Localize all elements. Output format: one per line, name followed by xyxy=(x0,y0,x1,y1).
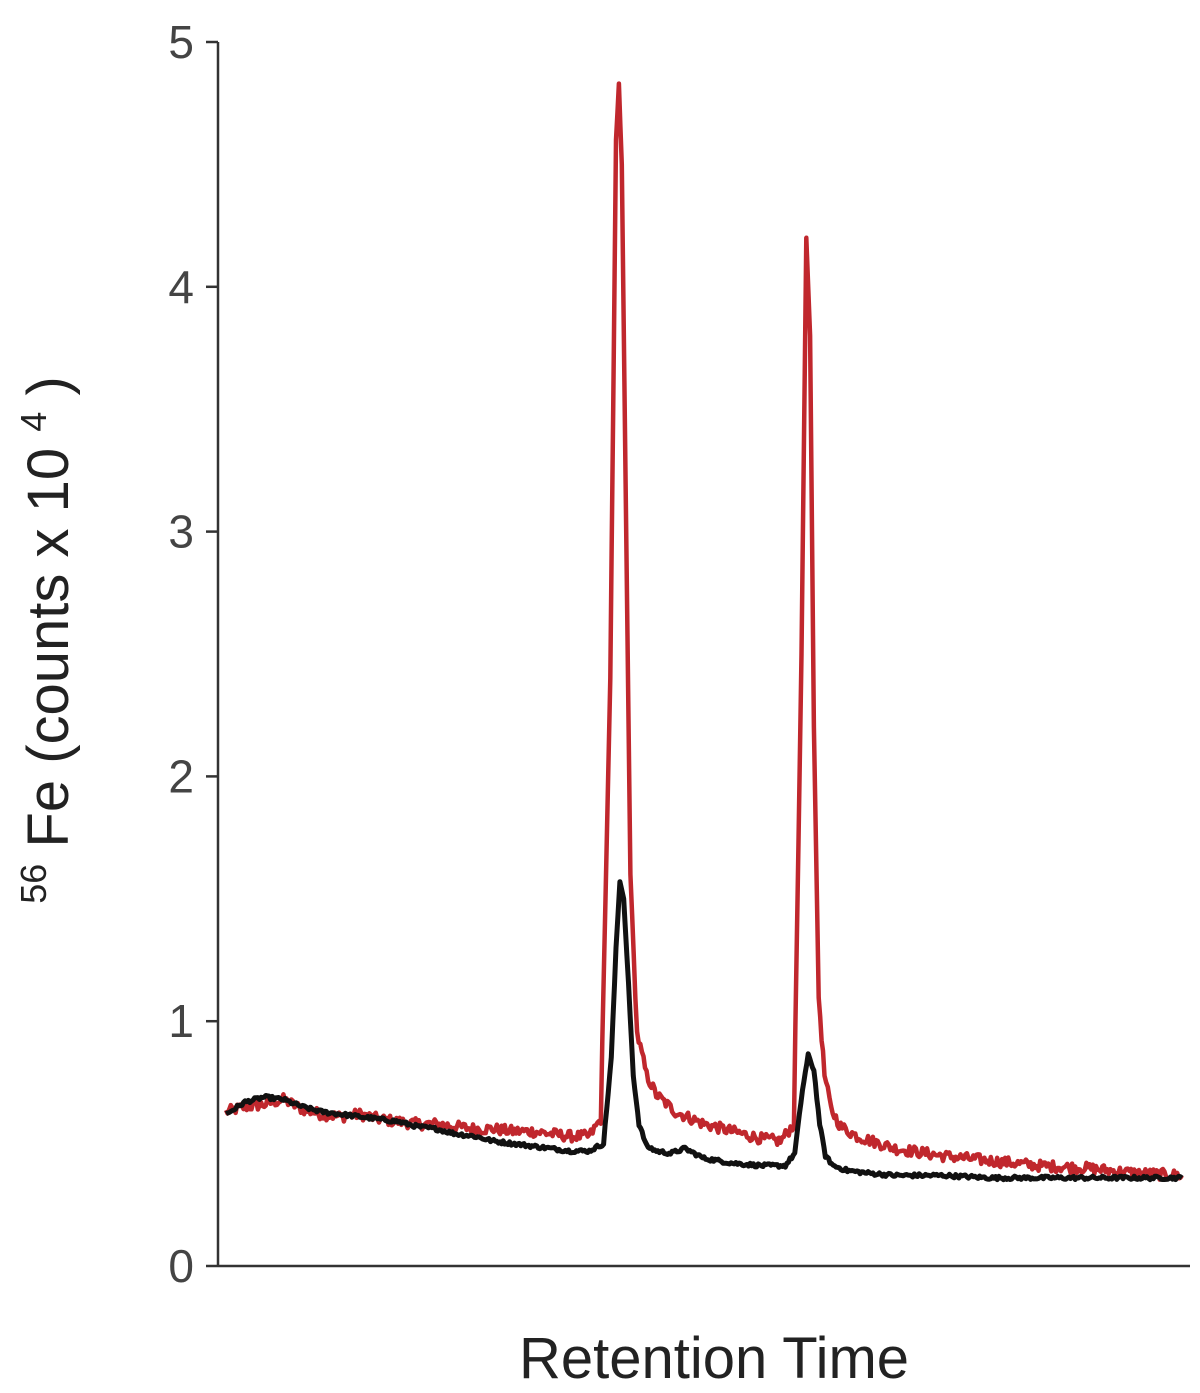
series-line-black xyxy=(224,879,1184,1183)
y-axis-label-main: Fe (counts x 10 xyxy=(16,448,81,848)
y-tick-label: 2 xyxy=(168,750,194,802)
y-tick-label: 5 xyxy=(168,16,194,68)
series-layer xyxy=(223,81,1184,1183)
y-tick-label: 1 xyxy=(168,995,194,1047)
y-axis-label-suffix: ) xyxy=(16,376,81,395)
y-tick-label: 0 xyxy=(168,1240,194,1292)
axes-layer xyxy=(216,42,1190,1268)
y-tick-label: 4 xyxy=(168,261,194,313)
y-axis-label: 56 Fe (counts x 10 4 ) xyxy=(0,376,81,904)
y-tick-label: 3 xyxy=(168,506,194,558)
x-axis-label: Retention Time xyxy=(519,1326,909,1388)
y-axis-label-isotope: 56 xyxy=(13,864,54,904)
y-ticks: 0 1 2 3 4 5 xyxy=(168,16,218,1292)
series-line-red xyxy=(223,81,1184,1182)
y-axis-label-exponent: 4 xyxy=(13,412,54,432)
